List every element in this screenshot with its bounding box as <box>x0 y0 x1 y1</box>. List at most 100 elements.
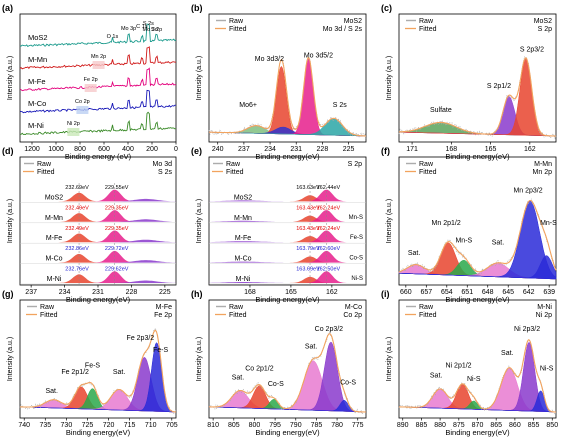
x-tick-label: 231 <box>92 289 104 296</box>
legend-raw: Raw <box>37 161 52 168</box>
survey-series-label: M-Co <box>28 99 46 108</box>
x-tick-label: 654 <box>441 289 453 296</box>
y-axis-label: Intensity (a.u.) <box>7 56 14 100</box>
peak-position-label: 229.62eV <box>105 267 129 273</box>
survey-series-2 <box>19 67 177 92</box>
plot-frame <box>208 13 367 143</box>
legend-raw: Raw <box>419 304 434 311</box>
x-axis-label: Binding energy(eV) <box>445 152 510 161</box>
x-tick-label: 885 <box>416 422 428 429</box>
panel-title: Fe 2p <box>154 312 172 319</box>
x-tick-label: 168 <box>445 146 457 153</box>
sample-label: M-Mn <box>45 215 63 222</box>
x-tick-label: 234 <box>59 289 71 296</box>
x-tick-label: 657 <box>420 289 432 296</box>
legend-raw-marker <box>33 305 35 308</box>
peak-label: Fe-S <box>85 362 101 369</box>
panel-letter: (g) <box>2 289 14 299</box>
panel-title: M-Co <box>345 304 362 311</box>
row-peak <box>209 256 366 263</box>
row-peak <box>209 250 366 263</box>
row-peak <box>20 260 176 263</box>
legend-raw-marker <box>219 162 221 165</box>
x-tick-label: 715 <box>124 422 136 429</box>
legend-raw-marker <box>32 162 34 165</box>
x-tick-label: 780 <box>331 422 343 429</box>
panel-g: (g) 740 735 730 725 720 715 710 705 Binding energ… <box>2 289 178 437</box>
legend-raw-marker <box>406 305 408 308</box>
x-tick-label: 810 <box>207 422 219 429</box>
legend-raw-marker <box>406 19 408 22</box>
legend-raw-marker <box>414 19 416 22</box>
highlight-box <box>92 61 105 69</box>
x-tick-label: 400 <box>122 146 134 153</box>
metal-sulfide-label: Co-S <box>349 256 363 262</box>
legend-raw-marker <box>410 162 412 165</box>
legend-raw-marker <box>408 305 410 308</box>
plot-frame <box>208 156 367 286</box>
peak-label: Mn 2p3/2 <box>513 188 542 195</box>
row-peak <box>209 200 366 202</box>
metal-sulfide-label: Mn-S <box>349 215 363 221</box>
peak-label: Ni-S <box>467 376 481 383</box>
panel-letter: (e) <box>191 146 202 156</box>
sample-label: M-Ni <box>236 276 251 283</box>
x-tick-label: 648 <box>482 289 494 296</box>
peak-5 <box>19 342 177 413</box>
peak-position-label: 232.69eV <box>65 185 89 191</box>
panel-e: (e) 168 165 162 Binding energy(eV) Intensity … <box>191 146 367 304</box>
peak-label: Ni 2p3/2 <box>514 326 540 333</box>
row-peak <box>209 220 366 222</box>
x-tick-label: 725 <box>82 422 94 429</box>
legend-raw-marker <box>218 19 220 22</box>
x-tick-label: 705 <box>166 422 178 429</box>
panel-title: MoS2 <box>534 18 552 25</box>
element-annotation: O 1s <box>107 34 119 40</box>
x-tick-label: 865 <box>490 422 502 429</box>
legend-raw-marker <box>406 162 408 165</box>
legend-raw: Raw <box>40 304 55 311</box>
legend-raw-marker <box>29 305 31 308</box>
x-tick-label: 168 <box>244 289 256 296</box>
legend-raw-marker <box>216 305 218 308</box>
panel-letter: (h) <box>191 289 203 299</box>
panel-h: (h) 810 805 800 795 790 785 780 775 Binding energ… <box>191 289 367 437</box>
plot-frame <box>398 156 557 286</box>
legend-raw-marker <box>412 162 414 165</box>
x-tick-label: 237 <box>238 146 250 153</box>
legend-fitted: Fitted <box>226 169 244 176</box>
peak-position-label: 229.35eV <box>105 226 129 232</box>
x-tick-label: 645 <box>502 289 514 296</box>
peak-position-label: 232.86eV <box>65 246 89 252</box>
x-tick-label: 165 <box>285 289 297 296</box>
x-tick-label: 710 <box>145 422 157 429</box>
peak-label: Co-S <box>268 381 284 388</box>
y-axis-label: Intensity (a.u.) <box>7 337 14 381</box>
x-tick-label: 860 <box>509 422 521 429</box>
peak-label: Ni 2p1/2 <box>446 362 472 369</box>
peak-label: Sulfate <box>430 107 452 114</box>
panel-title: Co 2p <box>343 312 362 319</box>
row-peak <box>20 219 176 222</box>
panel-d: (d) 237 234 231 228 225 Binding energy(eV) Inte… <box>2 146 177 304</box>
survey-series-label: M-Mn <box>28 55 47 64</box>
panel-letter: (a) <box>2 3 13 13</box>
legend-raw-marker <box>410 305 412 308</box>
legend-raw-marker <box>216 19 218 22</box>
fitted-envelope <box>209 56 367 137</box>
sample-label: MoS2 <box>234 194 252 201</box>
legend-raw-marker <box>35 305 37 308</box>
legend-raw-marker <box>28 162 30 165</box>
row-peak <box>209 241 366 243</box>
x-tick-label: 795 <box>269 422 281 429</box>
fitted-envelope <box>398 339 556 413</box>
peak-position-label: 163.79eV <box>296 246 320 252</box>
element-annotation: Mo 3d <box>143 27 158 33</box>
legend-raw-marker <box>221 162 223 165</box>
x-tick-label: 162 <box>524 146 536 153</box>
peak-label: Sat. <box>305 343 318 350</box>
panel-letter: (d) <box>2 146 14 156</box>
legend-raw-marker <box>220 19 222 22</box>
x-tick-label: 660 <box>400 289 412 296</box>
fitted-envelope <box>19 329 177 413</box>
